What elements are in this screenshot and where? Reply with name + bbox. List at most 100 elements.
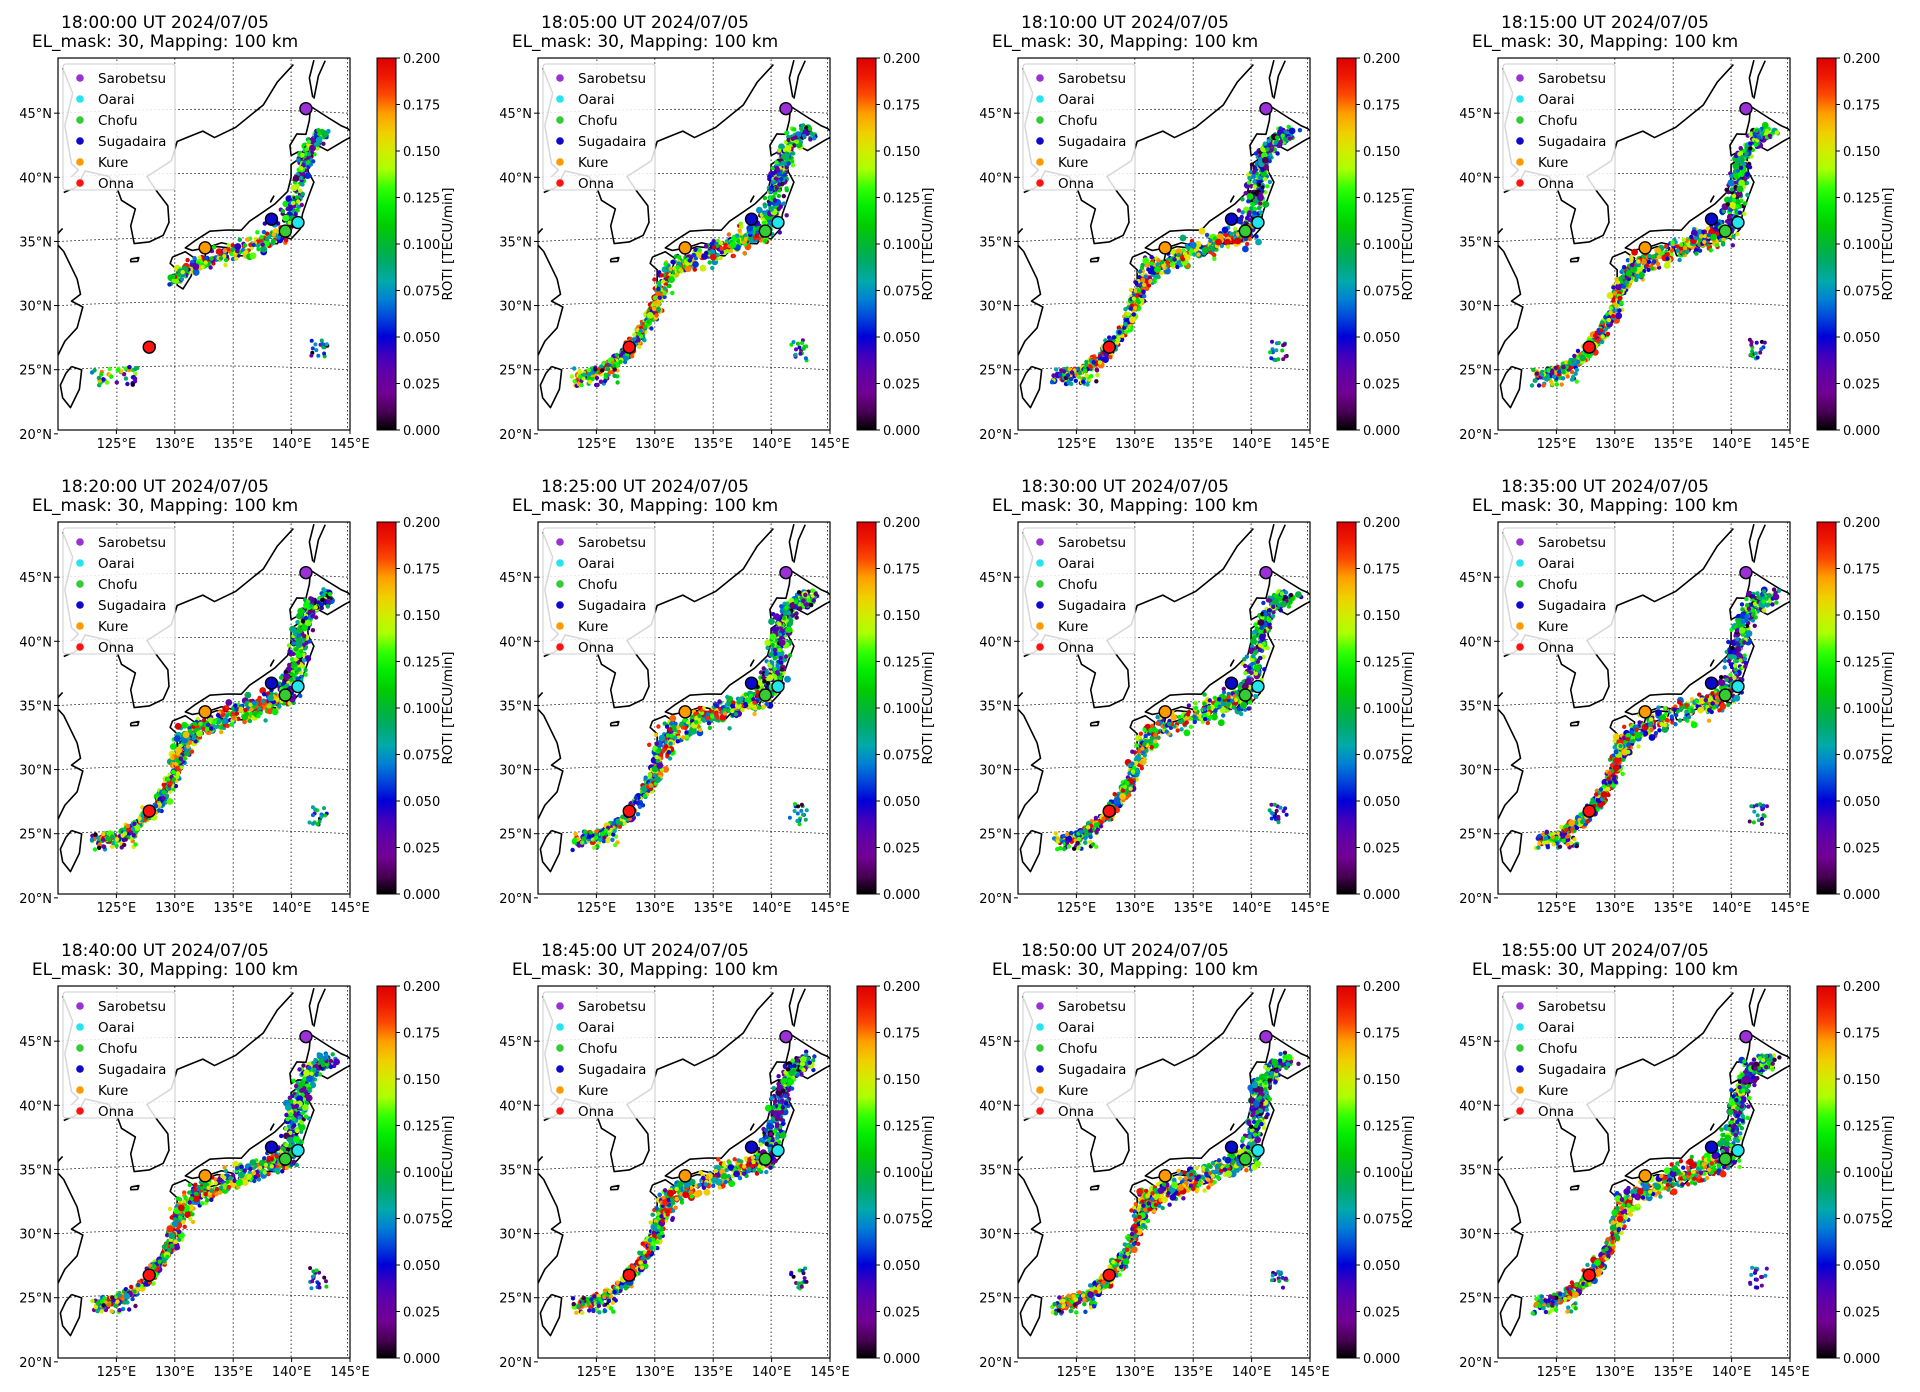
roti-point bbox=[123, 366, 128, 371]
legend-marker bbox=[1516, 137, 1524, 145]
roti-point bbox=[784, 145, 792, 152]
colorbar-tick-label: 0.075 bbox=[1843, 285, 1880, 300]
roti-point bbox=[310, 813, 315, 818]
roti-point bbox=[1252, 184, 1257, 189]
roti-point bbox=[1729, 174, 1734, 179]
lat-tick-label: 45°N bbox=[979, 107, 1012, 122]
coastline bbox=[1498, 227, 1524, 357]
roti-point bbox=[301, 658, 307, 663]
roti-point bbox=[1232, 226, 1238, 232]
roti-point bbox=[1114, 340, 1119, 346]
station-marker bbox=[1224, 212, 1239, 226]
roti-point bbox=[726, 232, 732, 237]
roti-point bbox=[1644, 263, 1650, 268]
roti-point bbox=[611, 363, 617, 369]
roti-point bbox=[1750, 349, 1755, 354]
roti-point bbox=[729, 241, 737, 249]
roti-point bbox=[131, 833, 136, 838]
roti-point bbox=[1762, 340, 1767, 345]
coastline bbox=[313, 60, 326, 99]
legend-marker bbox=[76, 74, 84, 82]
roti-point bbox=[1155, 262, 1160, 267]
roti-point bbox=[1149, 255, 1154, 260]
colorbar-tick-label: 0.175 bbox=[1363, 99, 1400, 114]
colorbar-tick-label: 0.175 bbox=[403, 563, 440, 578]
roti-point bbox=[615, 380, 620, 385]
roti-point bbox=[304, 619, 312, 627]
roti-point bbox=[100, 837, 106, 842]
roti-point bbox=[308, 596, 313, 601]
roti-point bbox=[715, 252, 720, 258]
roti-point bbox=[1636, 259, 1641, 264]
roti-point bbox=[1269, 356, 1274, 361]
legend-marker bbox=[76, 622, 84, 630]
roti-point bbox=[208, 717, 213, 722]
station-marker bbox=[278, 688, 293, 702]
roti-point bbox=[1212, 256, 1217, 261]
roti-point bbox=[657, 295, 662, 300]
roti-point bbox=[192, 269, 200, 276]
roti-point bbox=[595, 382, 600, 388]
lat-gridline bbox=[58, 365, 350, 371]
roti-point bbox=[670, 290, 675, 296]
roti-point bbox=[743, 233, 748, 238]
roti-point bbox=[161, 790, 166, 795]
roti-point bbox=[322, 600, 328, 605]
roti-point bbox=[1747, 337, 1752, 342]
roti-point bbox=[728, 248, 734, 254]
roti-point bbox=[1229, 231, 1234, 237]
roti-point bbox=[1189, 241, 1197, 249]
roti-point bbox=[1249, 183, 1254, 189]
lon-tick-label: 145°E bbox=[330, 437, 370, 452]
roti-point bbox=[1727, 214, 1732, 220]
roti-point bbox=[1288, 127, 1296, 135]
roti-point bbox=[233, 703, 238, 708]
roti-point bbox=[298, 188, 303, 194]
legend-label: Oarai bbox=[578, 92, 614, 108]
roti-point bbox=[719, 250, 724, 255]
roti-point bbox=[768, 205, 773, 211]
roti-point bbox=[1608, 310, 1613, 315]
roti-point bbox=[173, 783, 179, 789]
roti-point bbox=[101, 831, 106, 837]
roti-point bbox=[1251, 174, 1256, 179]
roti-point bbox=[675, 265, 680, 270]
roti-point bbox=[173, 735, 181, 743]
roti-point bbox=[114, 837, 120, 842]
roti-point bbox=[1599, 320, 1605, 325]
roti-point bbox=[1553, 365, 1558, 370]
roti-point bbox=[278, 675, 284, 680]
roti-point bbox=[160, 802, 166, 807]
roti-point bbox=[187, 740, 193, 745]
roti-point bbox=[1133, 280, 1139, 285]
roti-point bbox=[622, 359, 628, 365]
roti-point bbox=[1743, 176, 1748, 181]
roti-point bbox=[209, 726, 214, 731]
lat-gridline bbox=[538, 765, 830, 771]
roti-point bbox=[292, 174, 300, 182]
roti-point bbox=[1621, 265, 1627, 270]
roti-point bbox=[317, 819, 322, 824]
roti-point bbox=[93, 832, 98, 837]
roti-point bbox=[692, 261, 699, 268]
roti-point bbox=[1617, 295, 1622, 301]
roti-point bbox=[1727, 179, 1735, 187]
roti-point bbox=[125, 823, 131, 829]
roti-point bbox=[243, 707, 248, 713]
roti-point bbox=[777, 230, 782, 235]
colorbar-tick-label: 0.175 bbox=[403, 99, 440, 114]
roti-point bbox=[288, 205, 294, 211]
roti-point bbox=[1730, 243, 1735, 248]
roti-point bbox=[1561, 364, 1566, 370]
roti-point bbox=[215, 248, 223, 256]
roti-point bbox=[315, 136, 323, 144]
roti-point bbox=[607, 370, 612, 375]
roti-point bbox=[662, 766, 670, 773]
roti-point bbox=[657, 283, 662, 288]
lat-gridline bbox=[1597, 429, 1691, 430]
roti-point bbox=[1126, 311, 1131, 317]
roti-point bbox=[1569, 369, 1575, 375]
roti-point bbox=[812, 136, 817, 141]
roti-point bbox=[1572, 357, 1577, 362]
